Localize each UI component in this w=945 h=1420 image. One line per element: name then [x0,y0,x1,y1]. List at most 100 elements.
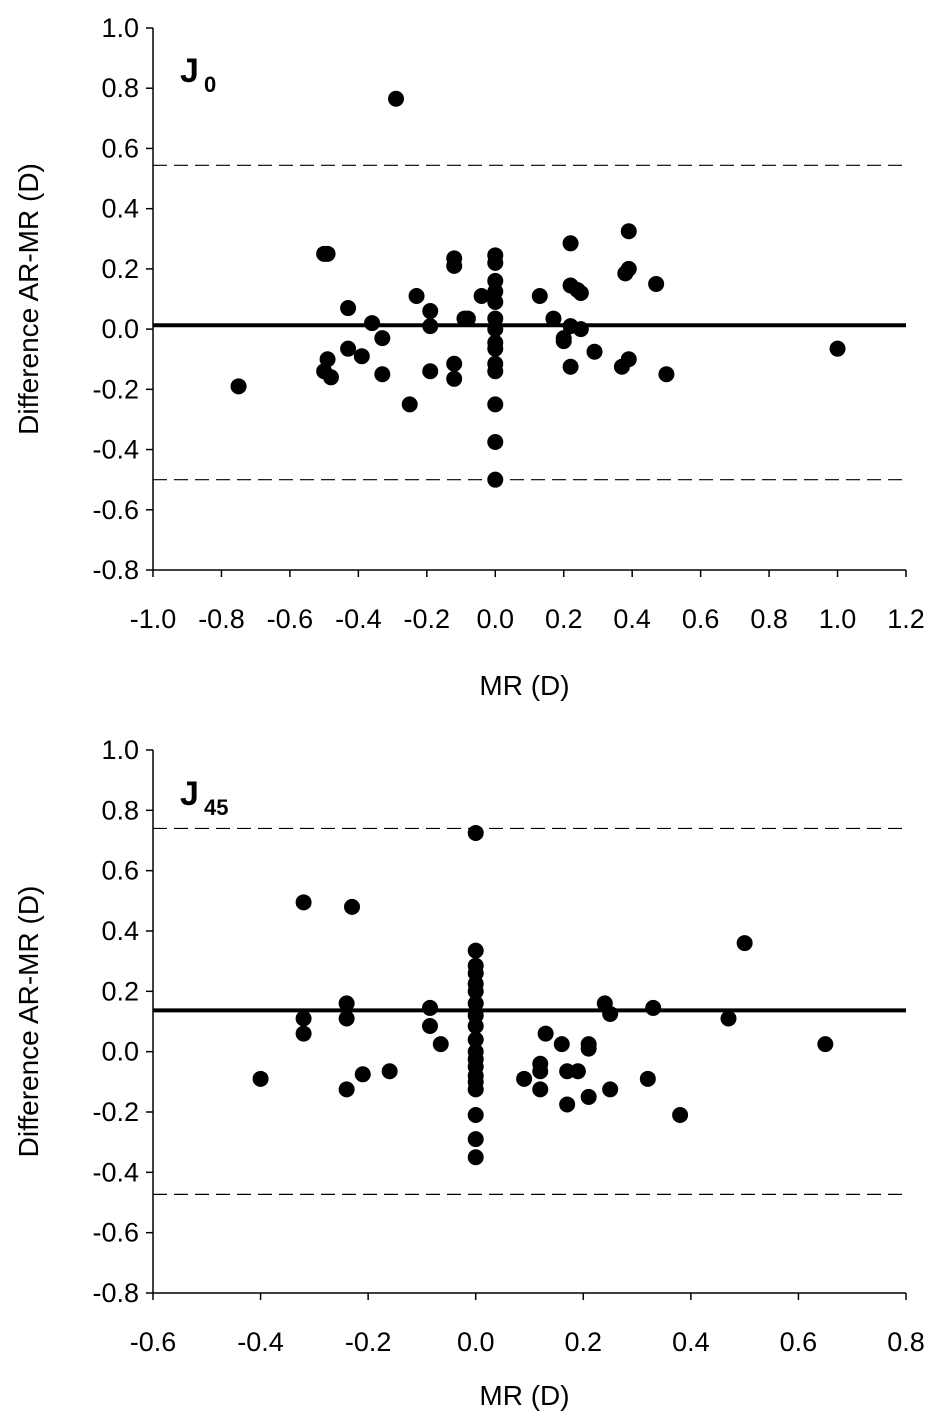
data-point [516,1070,533,1087]
y-tick-label: 0.0 [101,1037,139,1067]
data-point [559,1096,576,1113]
data-point [374,366,391,383]
data-point [487,363,504,380]
data-point [602,1081,619,1098]
y-axis-label: Difference AR-MR (D) [13,886,44,1158]
x-tick-label: -0.2 [404,604,451,634]
data-point [338,1081,355,1098]
data-point [467,995,484,1012]
j45-chart-panel: -0.8 -0.6 -0.4 -0.2 0.0 0.2 0.4 0.6 0.8 1.0 -0.6 -0… [0,705,945,1415]
data-point [537,1025,554,1042]
data-point [467,1131,484,1148]
x-tick-label: 0.4 [613,604,651,634]
y-tick-label: -0.4 [92,435,139,465]
data-point [572,321,589,338]
data-point [580,1040,597,1057]
data-point [353,348,370,365]
data-point [487,396,504,413]
data-point [344,898,361,915]
j45-scatter-plot: -0.8 -0.6 -0.4 -0.2 0.0 0.2 0.4 0.6 0.8 1.0 -0.6 -0… [13,735,925,1411]
data-point [487,321,504,338]
y-tick-label: 0.6 [101,856,139,886]
data-point [620,351,637,368]
y-tick-label: -0.8 [92,1278,139,1308]
x-tick-label: -0.6 [130,1327,177,1357]
data-point [553,1036,570,1053]
data-point [562,235,579,252]
y-tick-label: 0.8 [101,795,139,825]
data-point [374,330,391,347]
y-tick-label: -0.2 [92,1097,139,1127]
data-point [295,1010,312,1027]
y-tick-label: -0.4 [92,1157,139,1187]
x-tick-label: 0.2 [545,604,583,634]
x-tick-label: 0.8 [887,1327,925,1357]
data-point [295,894,312,911]
data-point [467,1149,484,1166]
x-tick-label: -1.0 [130,604,177,634]
data-point [829,340,846,357]
x-tick-label: -0.8 [198,604,245,634]
x-tick-label: 0.2 [565,1327,603,1357]
data-point [446,257,463,274]
data-point [354,1066,371,1083]
data-point [572,284,589,301]
data-point [736,935,753,952]
data-point [467,942,484,959]
data-point [422,318,439,335]
data-point [408,287,425,304]
data-point [620,223,637,240]
data-point [467,1018,484,1035]
data-point [421,1018,438,1035]
data-point [586,343,603,360]
y-tick-label: 0.2 [101,976,139,1006]
x-tick-label: 1.0 [819,604,857,634]
data-point [658,366,675,383]
x-axis-label: MR (D) [479,670,569,701]
x-tick-label: 0.0 [457,1327,495,1357]
y-tick-label: 1.0 [101,735,139,765]
panel-label-subscript: 45 [204,795,228,820]
y-tick-label: -0.6 [92,1218,139,1248]
data-point [473,287,490,304]
panel-label: J [180,775,199,813]
data-point [467,1031,484,1048]
data-point [446,355,463,372]
data-point [532,1081,549,1098]
y-tick-label: 0.4 [101,916,139,946]
x-tick-label: 0.8 [750,604,788,634]
data-point [645,999,662,1016]
x-tick-label: -0.6 [267,604,314,634]
data-point [487,434,504,451]
data-point [532,1063,549,1080]
y-tick-label: 1.0 [101,13,139,43]
x-tick-label: 0.0 [476,604,514,634]
data-point [422,303,439,320]
data-point [459,310,476,327]
data-point [340,340,357,357]
data-point [648,275,665,292]
j0-chart-panel: -0.8 -0.6 -0.4 -0.2 0.0 0.2 0.4 0.6 0.8 1.0 -1.0 -0… [0,0,945,705]
x-axis-label: MR (D) [479,1380,569,1411]
data-point [381,1063,398,1080]
data-point [364,315,381,332]
data-point [338,1010,355,1027]
data-point [580,1088,597,1105]
data-point [322,369,339,386]
data-point [487,340,504,357]
data-point [720,1010,737,1027]
x-tick-label: -0.2 [345,1327,392,1357]
x-tick-label: 0.4 [672,1327,710,1357]
y-tick-label: -0.2 [92,374,139,404]
data-point [338,995,355,1012]
y-tick-label: 0.4 [101,194,139,224]
data-point [230,378,247,395]
data-point [531,287,548,304]
j0-scatter-plot: -0.8 -0.6 -0.4 -0.2 0.0 0.2 0.4 0.6 0.8 1.0 -1.0 -0… [13,13,925,701]
y-tick-label: 0.0 [101,314,139,344]
data-point [252,1070,269,1087]
data-point [487,254,504,271]
data-point [295,1025,312,1042]
data-point [562,358,579,375]
y-tick-label: -0.6 [92,495,139,525]
